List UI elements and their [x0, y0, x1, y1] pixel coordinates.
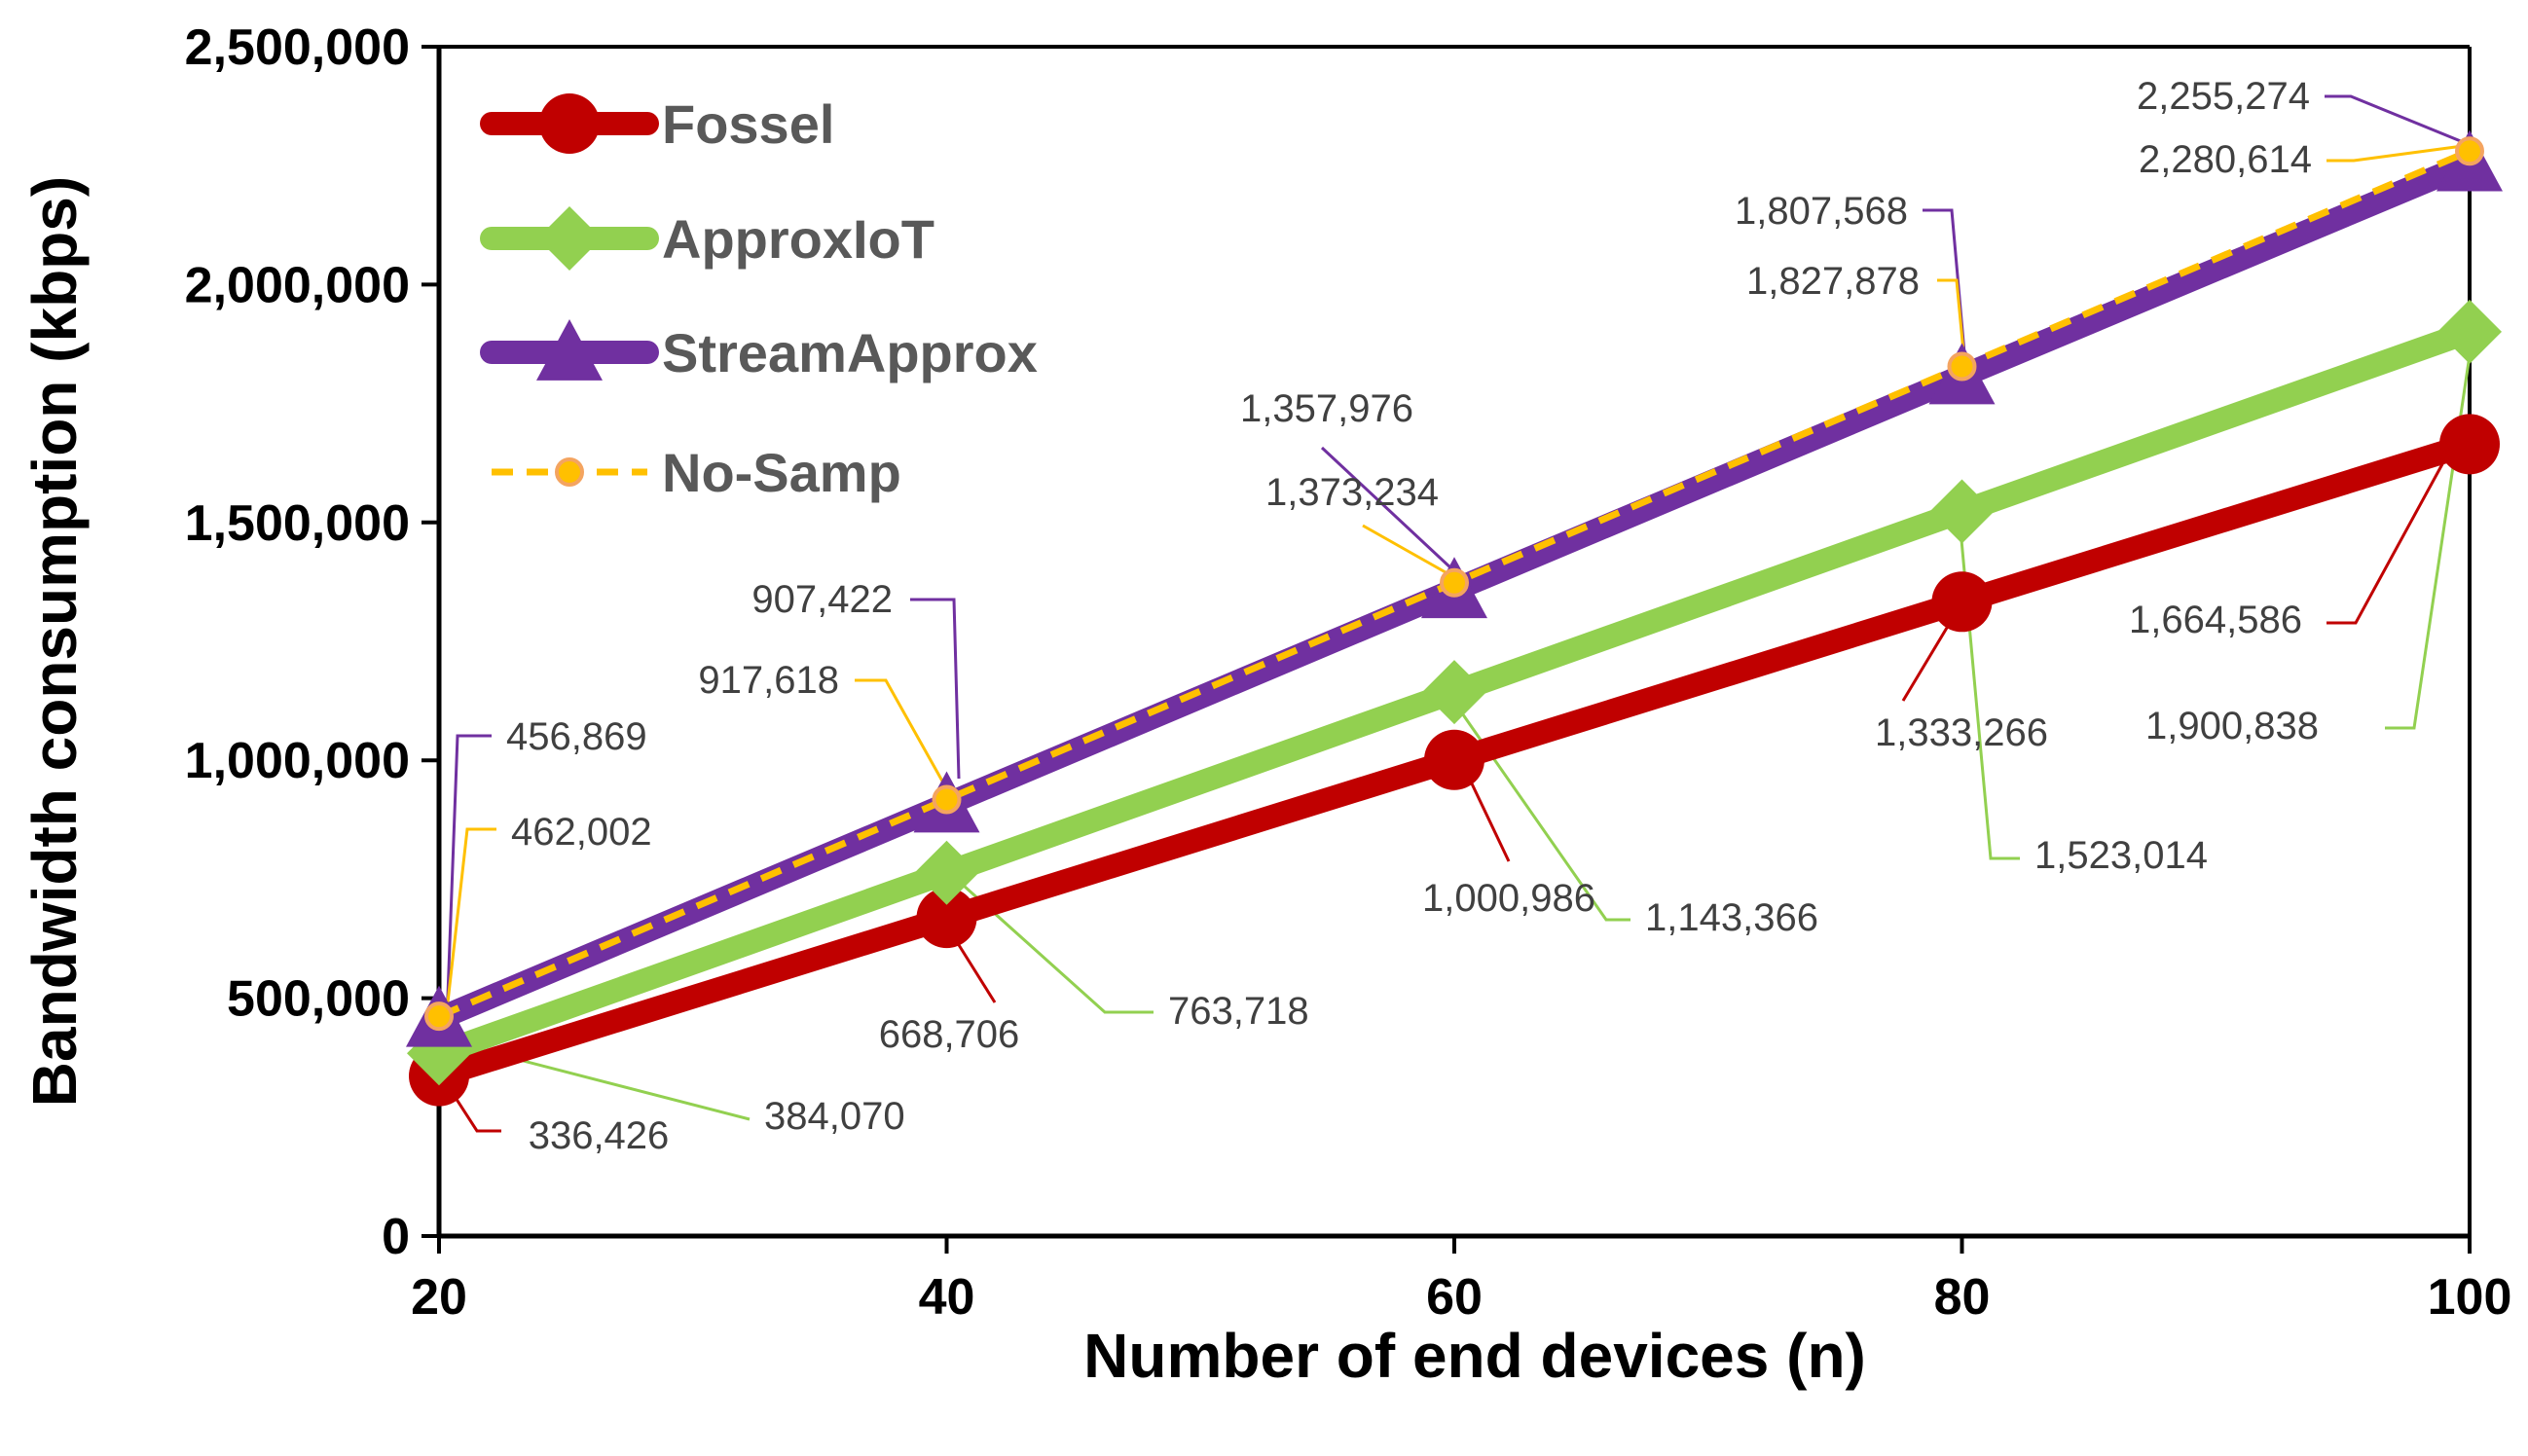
point-no-samp	[1440, 567, 1469, 598]
legend-marker-approxiot	[537, 206, 602, 271]
data-label-approxiot: 763,718	[1168, 990, 1309, 1033]
x-tick-label: 20	[411, 1269, 467, 1326]
point-fossel	[916, 888, 977, 949]
y-tick-label: 2,500,000	[185, 19, 410, 76]
leader-line-streamapprox	[1320, 446, 1454, 571]
point-no-samp	[2455, 136, 2484, 166]
x-tick-label: 100	[2428, 1269, 2512, 1326]
data-label-fossel: 1,000,986	[1422, 877, 1595, 920]
data-labels: 336,426 668,706 1,000,986 1,333,266 1,664,58…	[506, 75, 2319, 1157]
leader-line-streamapprox	[2325, 94, 2473, 148]
x-axis-title: Number of end devices (n)	[1083, 1321, 1866, 1391]
data-label-streamapprox: 2,255,274	[2137, 75, 2310, 118]
point-approxiot	[914, 840, 979, 905]
legend-label-approxiot: ApproxIoT	[662, 208, 934, 270]
data-label-no-samp: 1,827,878	[1746, 260, 1920, 303]
leader-line-no-samp	[446, 827, 496, 1003]
leader-line-approxiot	[2385, 335, 2474, 730]
x-tick-label: 80	[1934, 1269, 1991, 1326]
leader-line-approxiot	[1458, 710, 1630, 922]
leader-line-no-samp	[855, 678, 951, 794]
series-lines	[406, 129, 2503, 1107]
legend-marker-streamapprox	[536, 319, 603, 381]
point-fossel	[1424, 729, 1484, 790]
legend-marker-no-samp	[555, 457, 584, 487]
data-label-approxiot: 1,143,366	[1645, 896, 1818, 939]
point-fossel	[1931, 571, 1993, 633]
data-label-no-samp: 917,618	[698, 659, 839, 702]
leader-line-no-samp	[2326, 144, 2464, 163]
data-label-streamapprox: 1,357,976	[1240, 387, 1413, 430]
data-label-approxiot: 1,900,838	[2145, 705, 2319, 747]
legend: Fossel ApproxIoT StreamApprox No-Samp	[480, 93, 1038, 503]
x-tick-label: 60	[1426, 1269, 1483, 1326]
point-no-samp	[932, 784, 962, 815]
data-label-fossel: 1,664,586	[2129, 599, 2302, 641]
y-tick-label: 0	[382, 1209, 410, 1265]
data-label-no-samp: 462,002	[511, 811, 652, 854]
leader-line-streamapprox	[445, 734, 492, 1023]
y-tick-label: 2,000,000	[185, 257, 410, 313]
data-label-approxiot: 384,070	[764, 1095, 905, 1138]
leader-line-fossel	[2326, 461, 2445, 625]
leader-line-approxiot	[962, 884, 1154, 1014]
y-tick-label: 1,500,000	[185, 495, 410, 552]
data-label-streamapprox: 456,869	[506, 715, 647, 758]
legend-label-fossel: Fossel	[662, 93, 834, 155]
point-no-samp	[424, 1001, 454, 1032]
leader-line-streamapprox	[910, 598, 961, 780]
point-approxiot	[1422, 660, 1486, 725]
x-tick-label: 40	[919, 1269, 975, 1326]
legend-marker-fossel	[539, 93, 600, 154]
y-tick-label: 1,000,000	[185, 733, 410, 789]
legend-label-no-samp: No-Samp	[662, 442, 901, 503]
data-label-no-samp: 1,373,234	[1265, 471, 1439, 514]
data-label-fossel: 668,706	[879, 1013, 1020, 1056]
leader-line-no-samp	[1362, 524, 1453, 578]
y-tick-label: 500,000	[227, 971, 410, 1028]
leader-line-no-samp	[1937, 278, 1966, 363]
y-axis-title: Bandwidth consumption (kbps)	[19, 176, 90, 1107]
data-label-streamapprox: 907,422	[751, 578, 893, 621]
leader-line-approxiot	[1955, 486, 2020, 860]
data-label-fossel: 336,426	[529, 1114, 670, 1157]
data-label-no-samp: 2,280,614	[2139, 138, 2312, 181]
data-label-streamapprox: 1,807,568	[1735, 190, 1908, 233]
legend-label-streamapprox: StreamApprox	[662, 322, 1038, 383]
axis-ticks: 0 500,000 1,000,000 1,500,000 2,000,000 2,500…	[185, 19, 2512, 1326]
point-fossel	[2439, 414, 2500, 475]
point-no-samp	[1947, 351, 1977, 382]
data-label-fossel: 1,333,266	[1875, 711, 2048, 754]
point-approxiot	[1929, 479, 1995, 544]
point-approxiot	[2437, 299, 2502, 364]
data-label-approxiot: 1,523,014	[2034, 834, 2208, 877]
